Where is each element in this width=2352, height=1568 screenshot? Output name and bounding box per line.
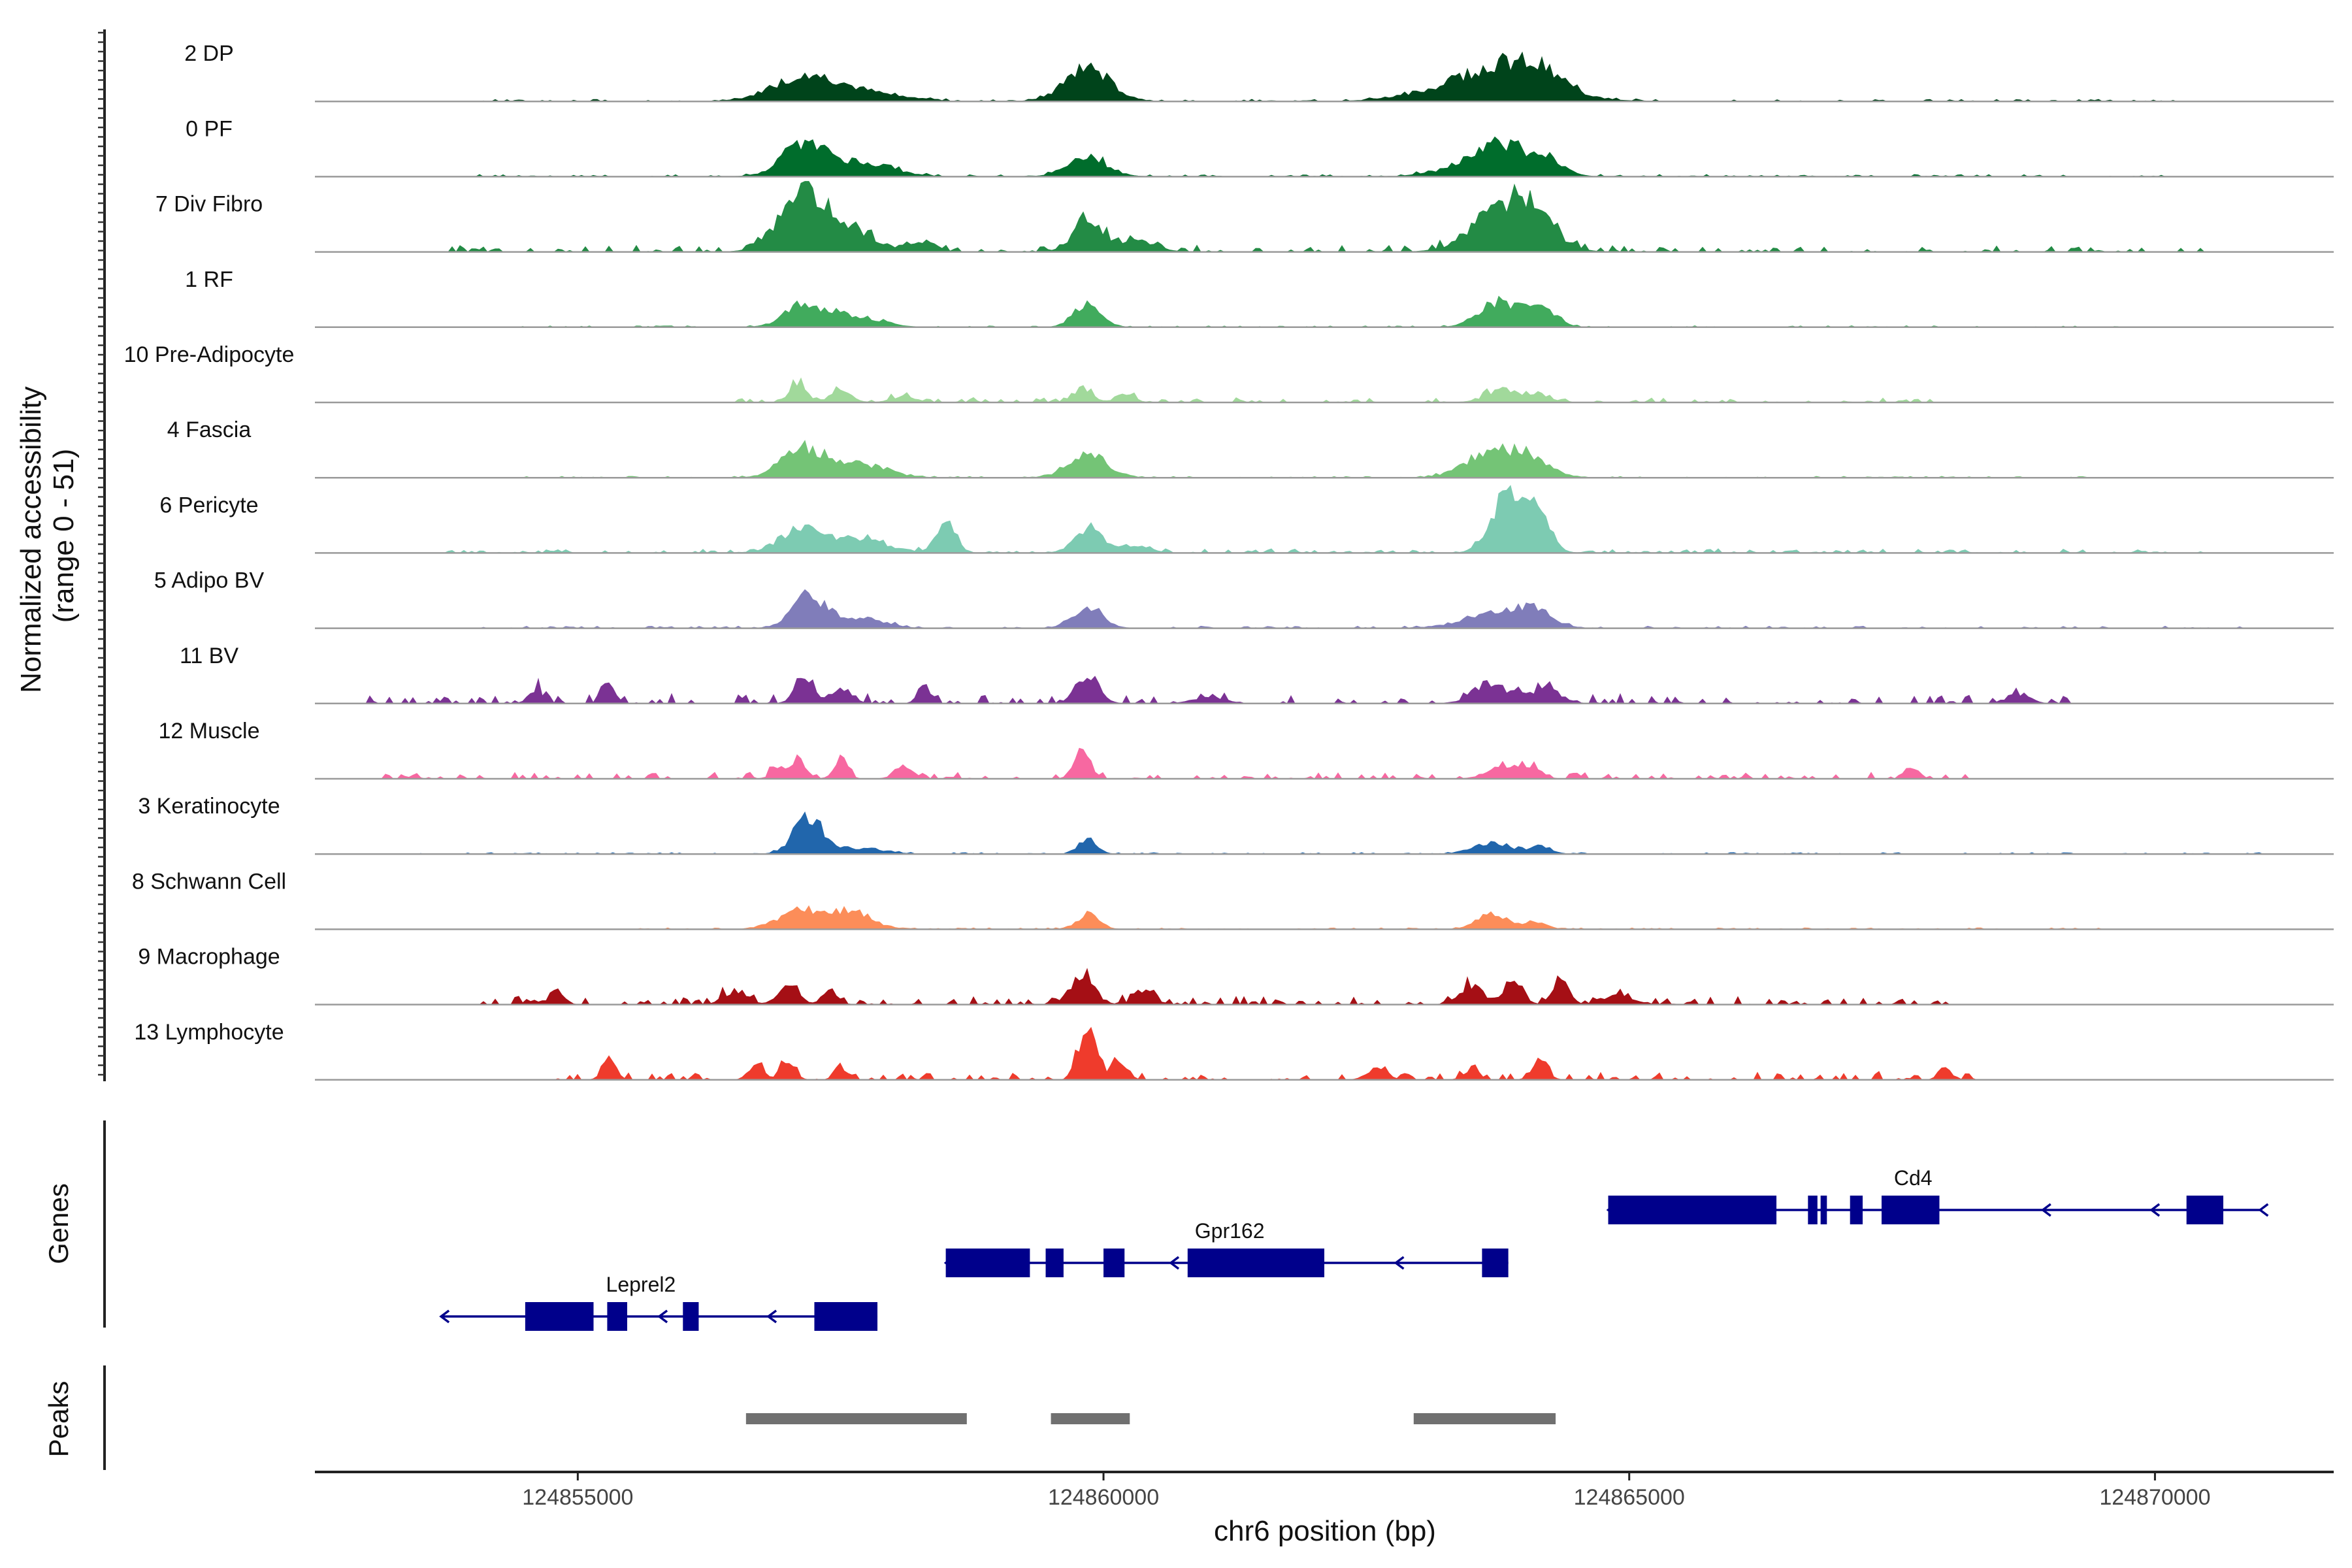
gene-exon bbox=[607, 1302, 627, 1331]
gene-exon bbox=[525, 1302, 594, 1331]
track-5-adipo-bv: 5 Adipo BV bbox=[154, 568, 2334, 629]
track-10-pre-adipocyte: 10 Pre-Adipocyte bbox=[124, 342, 2334, 404]
x-axis: 124855000 124860000 124865000 124870000 chr… bbox=[315, 1471, 2334, 1547]
track-label: 11 BV bbox=[180, 644, 238, 668]
track-3-keratinocyte: 3 Keratinocyte bbox=[138, 794, 2334, 855]
track-0-pf: 0 PF bbox=[186, 116, 2334, 178]
track-8-schwann-cell: 8 Schwann Cell bbox=[132, 869, 2334, 930]
strand-arrow bbox=[1394, 1256, 1405, 1270]
track-label: 13 Lymphocyte bbox=[134, 1020, 284, 1045]
track-coverage-area bbox=[315, 295, 2334, 328]
track-label: 12 Muscle bbox=[159, 719, 260, 743]
gene-exon bbox=[683, 1302, 699, 1331]
peaks-panel-title: Peaks bbox=[43, 1381, 74, 1458]
strand-arrow bbox=[2258, 1203, 2269, 1217]
track-coverage-area bbox=[315, 136, 2334, 177]
gene-exon bbox=[945, 1249, 1030, 1277]
x-tick-label: 124855000 bbox=[522, 1485, 633, 1510]
genes-panel: Genes Cd4 Gpr162 Leprel2 bbox=[43, 1120, 2269, 1331]
track-6-pericyte: 6 Pericyte bbox=[159, 485, 2334, 554]
track-label: 2 DP bbox=[184, 41, 234, 66]
gene-gpr162: Gpr162 bbox=[943, 1219, 1509, 1277]
track-label: 3 Keratinocyte bbox=[138, 794, 280, 819]
coverage-y-axis: Normalized accessibility (range 0 - 51) bbox=[15, 29, 106, 1081]
track-coverage-area bbox=[315, 377, 2334, 403]
gene-exon bbox=[1808, 1196, 1818, 1224]
track-label: 6 Pericyte bbox=[159, 493, 258, 517]
track-coverage-area bbox=[315, 905, 2334, 930]
track-7-div-fibro: 7 Div Fibro bbox=[155, 181, 2334, 253]
x-tick-label: 124865000 bbox=[1574, 1485, 1685, 1510]
track-coverage-area bbox=[315, 968, 2334, 1005]
track-coverage-area bbox=[315, 51, 2334, 102]
gene-exon bbox=[1608, 1196, 1777, 1224]
track-coverage-area bbox=[315, 1026, 2334, 1081]
gene-label: Leprel2 bbox=[606, 1273, 676, 1296]
gene-exon bbox=[2186, 1196, 2224, 1224]
gene-label: Gpr162 bbox=[1195, 1219, 1265, 1243]
track-label: 0 PF bbox=[186, 116, 233, 141]
gene-leprel2: Leprel2 bbox=[439, 1273, 878, 1331]
track-coverage-area bbox=[315, 747, 2334, 779]
track-9-macrophage: 9 Macrophage bbox=[138, 945, 2334, 1005]
gene-exon bbox=[814, 1302, 878, 1331]
track-4-fascia: 4 Fascia bbox=[167, 417, 2334, 479]
track-label: 1 RF bbox=[185, 267, 233, 292]
track-coverage-area bbox=[315, 811, 2334, 855]
track-12-muscle: 12 Muscle bbox=[159, 719, 2334, 780]
gene-exon bbox=[1850, 1196, 1863, 1224]
gene-exon bbox=[1820, 1196, 1827, 1224]
strand-arrow bbox=[657, 1309, 668, 1324]
track-coverage-area bbox=[315, 485, 2334, 554]
gene-label: Cd4 bbox=[1894, 1166, 1933, 1190]
gene-exon bbox=[1103, 1249, 1125, 1277]
strand-arrow bbox=[1169, 1256, 1180, 1270]
x-axis-title: chr6 position (bp) bbox=[1214, 1515, 1436, 1547]
track-1-rf: 1 RF bbox=[185, 267, 2334, 329]
genes-panel-title: Genes bbox=[43, 1183, 74, 1264]
track-label: 4 Fascia bbox=[167, 417, 252, 442]
track-coverage-area bbox=[315, 181, 2334, 253]
peak-region bbox=[1051, 1413, 1130, 1424]
track-label: 10 Pre-Adipocyte bbox=[124, 342, 295, 367]
track-label: 8 Schwann Cell bbox=[132, 869, 286, 894]
strand-arrow bbox=[2149, 1203, 2161, 1217]
peak-region bbox=[745, 1413, 967, 1424]
strand-arrow bbox=[439, 1309, 450, 1324]
track-11-bv: 11 BV bbox=[180, 644, 2334, 705]
track-13-lymphocyte: 13 Lymphocyte bbox=[134, 1020, 2334, 1081]
track-label: 7 Div Fibro bbox=[155, 192, 263, 217]
x-tick-label: 124860000 bbox=[1048, 1485, 1159, 1510]
track-label: 9 Macrophage bbox=[138, 945, 280, 970]
gene-exon bbox=[1187, 1249, 1324, 1277]
track-coverage-area bbox=[315, 589, 2334, 629]
gene-cd4: Cd4 bbox=[1606, 1166, 2269, 1224]
coverage-y-axis-title: Normalized accessibility (range 0 - 51) bbox=[15, 378, 80, 693]
gene-exon bbox=[1045, 1249, 1064, 1277]
x-tick-label: 124870000 bbox=[2099, 1485, 2210, 1510]
track-coverage-area bbox=[315, 676, 2334, 704]
track-label: 5 Adipo BV bbox=[154, 568, 265, 593]
track-2-dp: 2 DP bbox=[184, 41, 2334, 103]
track-coverage-area bbox=[315, 440, 2334, 478]
peaks-panel: Peaks bbox=[43, 1365, 1556, 1470]
peak-region bbox=[1413, 1413, 1556, 1424]
strand-arrow bbox=[766, 1309, 777, 1324]
strand-arrow bbox=[2040, 1203, 2051, 1217]
gene-exon bbox=[1482, 1249, 1509, 1277]
coverage-tracks: 2 DP 0 PF 7 Div Fibro 1 RF 10 Pre-Adipocyte 4… bbox=[124, 41, 2334, 1081]
gene-exon bbox=[1881, 1196, 1940, 1224]
